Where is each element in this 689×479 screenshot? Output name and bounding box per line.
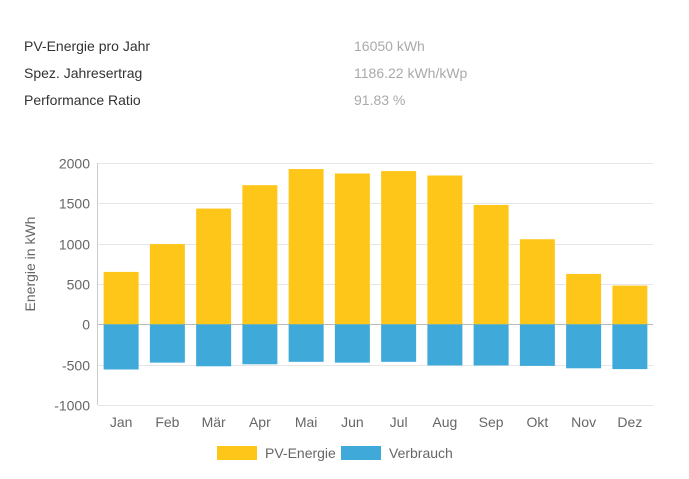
stat-value: 16050 kWh <box>354 38 425 54</box>
y-tick-label: 2000 <box>59 156 90 172</box>
stat-label: PV-Energie pro Jahr <box>24 38 151 54</box>
legend-label: PV-Energie <box>265 445 336 461</box>
stat-value: 1186.22 kWh/kWp <box>354 65 468 81</box>
stat-label: Spez. Jahresertrag <box>24 65 143 81</box>
stat-value: 91.83 % <box>354 92 406 108</box>
bar-verbrauch[interactable] <box>149 324 185 363</box>
x-tick-label: Apr <box>249 414 271 430</box>
x-tick-label: Sep <box>479 414 504 430</box>
bar-pv-energie[interactable] <box>519 239 555 325</box>
bar-verbrauch[interactable] <box>381 324 417 362</box>
bar-verbrauch[interactable] <box>519 324 555 366</box>
bar-pv-energie[interactable] <box>334 173 370 325</box>
x-tick-label: Jul <box>390 414 408 430</box>
bar-verbrauch[interactable] <box>427 324 463 366</box>
stat-label: Performance Ratio <box>24 92 141 108</box>
x-tick-label: Dez <box>617 414 642 430</box>
bar-pv-energie[interactable] <box>242 185 278 325</box>
bar-pv-energie[interactable] <box>473 204 509 325</box>
bar-pv-energie[interactable] <box>288 169 324 325</box>
y-tick-label: 0 <box>82 317 90 333</box>
bar-verbrauch[interactable] <box>612 324 648 370</box>
y-tick-label: -500 <box>62 358 90 374</box>
stat-row-jahresertrag: Spez. Jahresertrag 1186.22 kWh/kWp <box>24 63 664 90</box>
x-tick-label: Jan <box>110 414 133 430</box>
bar-verbrauch[interactable] <box>566 324 602 369</box>
bar-pv-energie[interactable] <box>103 271 139 325</box>
grid-lines <box>98 163 653 406</box>
bar-verbrauch[interactable] <box>334 324 370 363</box>
chart-legend: PV-Energie Verbrauch <box>0 444 689 464</box>
x-tick-label: Feb <box>155 414 179 430</box>
legend-swatch-pv-energie <box>217 446 257 460</box>
legend-label: Verbrauch <box>389 445 453 461</box>
y-axis-title: Energie in kWh <box>22 217 38 312</box>
x-tick-label: Nov <box>571 414 596 430</box>
bar-verbrauch[interactable] <box>473 324 509 366</box>
bar-verbrauch[interactable] <box>196 324 232 367</box>
stat-row-performance-ratio: Performance Ratio 91.83 % <box>24 90 664 117</box>
x-tick-label: Jun <box>341 414 364 430</box>
bar-pv-energie[interactable] <box>196 208 232 325</box>
y-tick-label: 1500 <box>59 196 90 212</box>
bar-verbrauch[interactable] <box>103 324 139 370</box>
legend-swatch-verbrauch <box>341 446 381 460</box>
axes: 2000 1500 1000 500 0 -500 -1000 Jan Feb Mär Apr Mai… <box>54 156 642 431</box>
bars <box>103 169 648 370</box>
bar-verbrauch[interactable] <box>242 324 278 365</box>
y-tick-label: -1000 <box>54 398 90 414</box>
x-tick-label: Mai <box>295 414 318 430</box>
stat-row-pv-energie: PV-Energie pro Jahr 16050 kWh <box>24 36 664 63</box>
bar-verbrauch[interactable] <box>288 324 324 362</box>
bar-pv-energie[interactable] <box>381 171 417 325</box>
x-tick-label: Aug <box>432 414 457 430</box>
y-tick-label: 1000 <box>59 237 90 253</box>
x-tick-label: Okt <box>526 414 548 430</box>
bar-pv-energie[interactable] <box>427 175 463 325</box>
bar-pv-energie[interactable] <box>149 244 185 325</box>
stats-summary: PV-Energie pro Jahr 16050 kWh Spez. Jahr… <box>24 36 664 117</box>
y-tick-label: 500 <box>67 277 91 293</box>
bar-pv-energie[interactable] <box>612 285 648 325</box>
x-tick-label: Mär <box>202 414 226 430</box>
energy-bar-chart: 2000 1500 1000 500 0 -500 -1000 Jan Feb Mär Apr Mai… <box>22 156 653 431</box>
bar-pv-energie[interactable] <box>566 273 602 325</box>
